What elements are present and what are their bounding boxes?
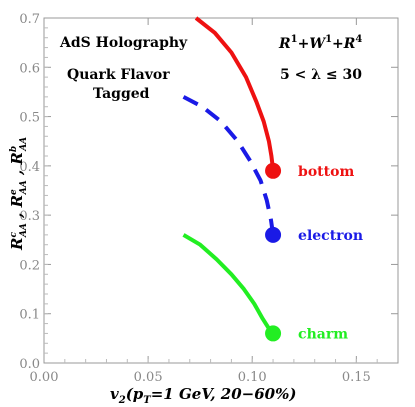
annotation-quark-flavor: Quark Flavor (67, 67, 170, 83)
y-tick-label: 0.3 (19, 209, 40, 224)
y-tick-label: 0.5 (19, 111, 40, 126)
series-label-electron: electron (298, 228, 363, 244)
series-endpoint-electron (265, 226, 282, 243)
x-axis-label: v2(pT=1 GeV, 20−60%) (110, 385, 296, 406)
annotation-tagged: Tagged (93, 86, 150, 102)
y-tick-label: 0.4 (19, 160, 40, 175)
annotation-lambda-range: 5 < λ ≤ 30 (280, 67, 362, 83)
x-tick-label: 0.00 (30, 370, 59, 385)
y-axis-label: RcAA , ReAA , RbAA (8, 137, 29, 251)
annotation-model: R1+W1+R4 (278, 34, 362, 52)
y-tick-label: 0.2 (19, 258, 40, 273)
series-endpoint-bottom (265, 162, 282, 179)
y-tick-label: 0.1 (19, 308, 40, 323)
series-line-bottom (194, 16, 276, 172)
x-tick-label: 0.05 (134, 370, 163, 385)
y-tick-label: 0.0 (19, 357, 40, 372)
series-line-electron (182, 95, 276, 236)
plot-frame (43, 17, 399, 364)
y-tick-label: 0.7 (19, 12, 40, 27)
x-tick-label: 0.10 (238, 370, 267, 385)
series-line-charm (182, 233, 275, 335)
series-label-bottom: bottom (298, 164, 354, 180)
series-label-charm: charm (298, 326, 348, 342)
annotation-ads-holography: AdS Holography (59, 35, 188, 51)
series-endpoint-charm (265, 325, 282, 342)
y-tick-label: 0.6 (19, 61, 40, 76)
x-tick-label: 0.15 (342, 370, 371, 385)
